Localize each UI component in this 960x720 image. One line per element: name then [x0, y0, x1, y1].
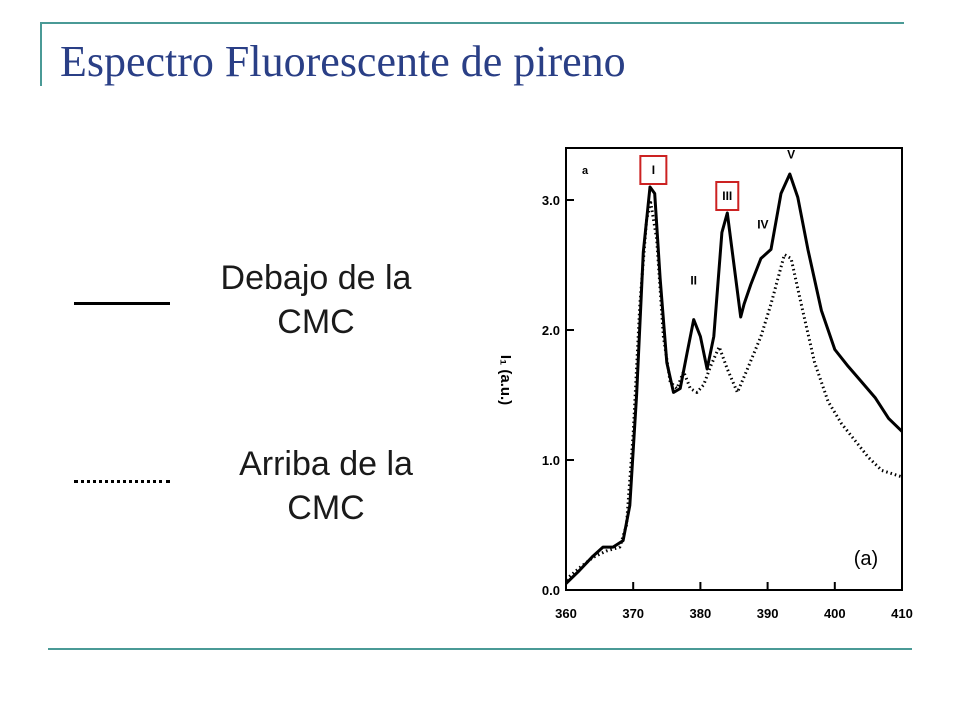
legend-dotted-label: Arriba de la CMC	[239, 445, 413, 527]
x-tick-label: 390	[757, 606, 779, 621]
x-tick-label: 410	[891, 606, 913, 621]
x-tick-label: 400	[824, 606, 846, 621]
corner-label: a	[582, 165, 589, 177]
legend-solid-line	[74, 302, 170, 305]
series-solid-line	[564, 172, 904, 585]
peak-label: II	[690, 274, 697, 288]
panel-label: (a)	[854, 548, 878, 570]
y-tick-label: 3.0	[542, 193, 560, 208]
plot-frame	[565, 147, 903, 591]
peak-label: IV	[757, 218, 768, 232]
left-rule	[40, 22, 42, 86]
top-rule	[40, 22, 904, 24]
peak-label: I	[652, 163, 655, 177]
y-tick-label: 0.0	[542, 583, 560, 598]
x-tick-label: 360	[555, 606, 577, 621]
peak-highlight-box	[639, 155, 668, 185]
legend-dotted-line	[74, 480, 170, 483]
peak-highlight-box	[715, 181, 740, 211]
x-tick-label: 370	[622, 606, 644, 621]
legend-solid-label: Debajo de la CMC	[220, 259, 412, 341]
y-axis-label: I₁ (a.u.)	[497, 355, 514, 405]
x-tick-label: 380	[690, 606, 712, 621]
peak-label: V	[787, 147, 795, 161]
peak-label: III	[722, 189, 732, 203]
y-tick-label: 2.0	[542, 323, 560, 338]
bottom-rule	[48, 648, 912, 650]
slide-title: Espectro Fluorescente de pireno	[60, 37, 626, 86]
y-tick-label: 1.0	[542, 453, 560, 468]
